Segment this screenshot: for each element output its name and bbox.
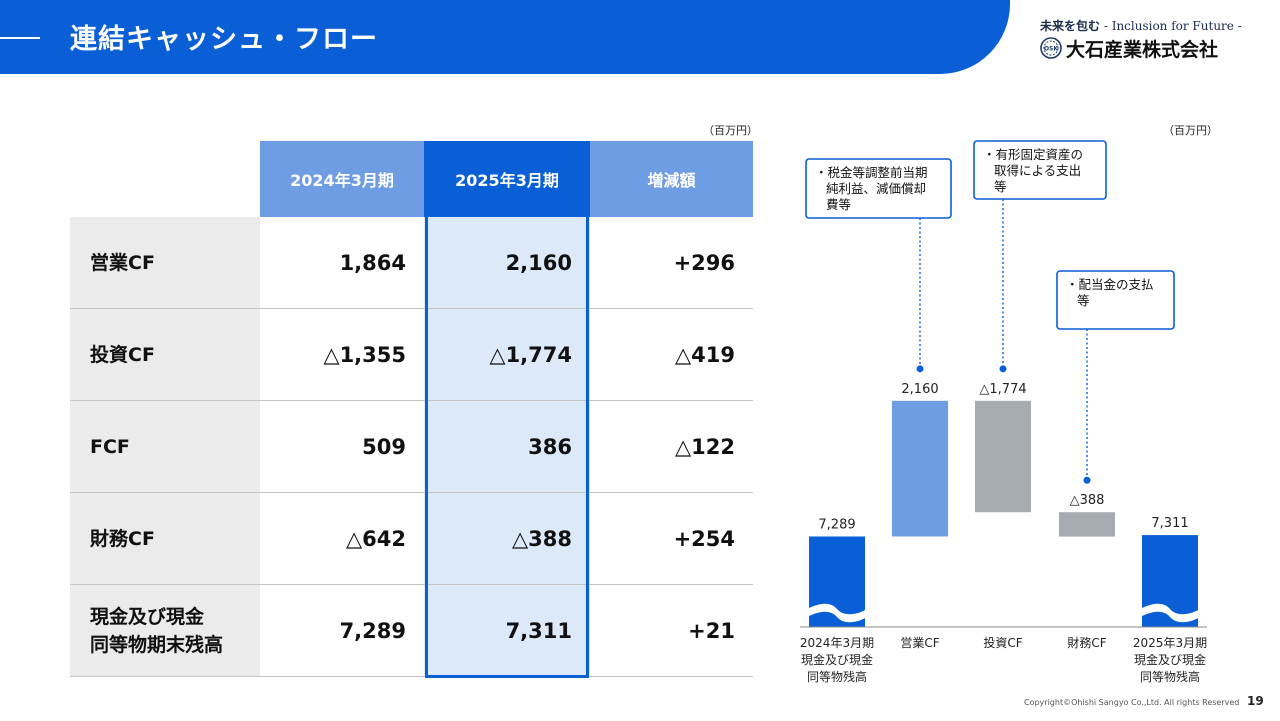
- table-header-blank: [70, 141, 260, 217]
- cell-value: 386: [424, 400, 590, 493]
- category-label: 財務CF: [1067, 635, 1106, 650]
- tagline-jp: 未来を包む: [1040, 19, 1101, 33]
- data-label: △388: [1070, 493, 1105, 508]
- data-label: 2,160: [901, 382, 938, 397]
- callout-box: [805, 158, 952, 219]
- category-label: 同等物残高: [1140, 669, 1200, 684]
- callout-box: [1056, 270, 1175, 330]
- cell-value: △388: [424, 492, 590, 585]
- callout-text: 等: [1077, 293, 1090, 308]
- category-label: 営業CF: [900, 636, 939, 650]
- page-number: 19: [1247, 694, 1264, 708]
- logo-mark-text: OSK: [1044, 46, 1058, 53]
- cell-value: 2,160: [424, 217, 590, 309]
- tagline-en: - Inclusion for Future -: [1100, 19, 1242, 33]
- page-title: 連結キャッシュ・フロー: [70, 24, 378, 55]
- copyright-text: Copyright©Ohishi Sangyo Co.,Ltd. All rig…: [1024, 698, 1240, 707]
- table-header-row: 2024年3月期 2025年3月期 増減額: [70, 141, 753, 217]
- callout-text: 等: [994, 179, 1007, 194]
- row-label-operating-cf: 営業CF: [70, 217, 260, 309]
- chart-unit-label: （百万円）: [1163, 124, 1218, 137]
- cell-value: +21: [590, 584, 753, 677]
- cell-value: △419: [590, 308, 753, 401]
- category-label: 2024年3月期: [800, 636, 874, 650]
- cell-value: +296: [590, 217, 753, 309]
- data-label: 7,311: [1151, 516, 1188, 531]
- callout-text: 取得による支出: [994, 163, 1081, 178]
- table-header-change: 増減額: [590, 141, 753, 217]
- row-label-investing-cf: 投資CF: [70, 308, 260, 401]
- callout-box: [973, 140, 1107, 200]
- table-row: 営業CF 1,864 2,160 +296: [70, 217, 753, 309]
- table-header-fy2025: 2025年3月期: [424, 141, 590, 217]
- row-label-financing-cf: 財務CF: [70, 492, 260, 585]
- callout-text: ・税金等調整前当期: [815, 165, 928, 180]
- callout-dot: [999, 365, 1007, 373]
- table-header-fy2024: 2024年3月期: [260, 141, 424, 217]
- category-label: 現金及び現金: [1134, 652, 1206, 667]
- callout-text: ・有形固定資産の: [983, 147, 1083, 162]
- cashflow-table: 2024年3月期 2025年3月期 増減額 営業CF 1,864 2,160 +…: [70, 141, 753, 677]
- table-row: 投資CF △1,355 △1,774 △419: [70, 308, 753, 401]
- data-label: △1,774: [979, 382, 1026, 397]
- cell-value: △642: [260, 492, 424, 585]
- cell-value: 7,311: [424, 584, 590, 677]
- table-unit-label: （百万円）: [703, 124, 758, 137]
- bar-decrease: [1059, 512, 1115, 537]
- cell-value: △1,774: [424, 308, 590, 401]
- callout-text: 費等: [826, 197, 851, 212]
- category-label: 同等物残高: [807, 669, 867, 684]
- bar-decrease: [975, 400, 1031, 513]
- cell-value: △122: [590, 400, 753, 493]
- company-tagline: 未来を包む - Inclusion for Future -: [1040, 17, 1242, 34]
- cell-value: 509: [260, 400, 424, 493]
- cell-value: +254: [590, 492, 753, 585]
- cell-value: 1,864: [260, 217, 424, 309]
- company-name: 大石産業株式会社: [1066, 38, 1219, 61]
- category-label: 投資CF: [983, 635, 1022, 650]
- cell-value: 7,289: [260, 584, 424, 677]
- axis-break-mark: [1140, 603, 1200, 623]
- bar-increase: [892, 400, 948, 537]
- title-banner: 連結キャッシュ・フロー: [0, 0, 1010, 74]
- waterfall-chart: 7,2892024年3月期現金及び現金同等物残高2,160営業CF△1,774投…: [800, 140, 1207, 684]
- callout-dot: [1083, 476, 1091, 484]
- row-label-fcf: FCF: [70, 400, 260, 493]
- callout-text: 純利益、減価償却: [826, 181, 926, 196]
- data-label: 7,289: [818, 517, 855, 532]
- axis-break-mark: [807, 603, 867, 623]
- title-accent-line: [0, 37, 40, 39]
- callout-text: ・配当金の支払: [1066, 277, 1154, 292]
- company-logo-icon: OSK: [1040, 37, 1062, 59]
- category-label: 2025年3月期: [1133, 636, 1207, 650]
- cell-value: △1,355: [260, 308, 424, 401]
- table-row: 現金及び現金 同等物期末残高 7,289 7,311 +21: [70, 584, 753, 677]
- table-row: 財務CF △642 △388 +254: [70, 492, 753, 585]
- company-logo: OSK 大石産業株式会社: [1040, 36, 1219, 61]
- callout-dot: [916, 365, 924, 373]
- category-label: 現金及び現金: [801, 652, 873, 667]
- table-row: FCF 509 386 △122: [70, 400, 753, 493]
- row-label-cash-balance: 現金及び現金 同等物期末残高: [70, 584, 260, 677]
